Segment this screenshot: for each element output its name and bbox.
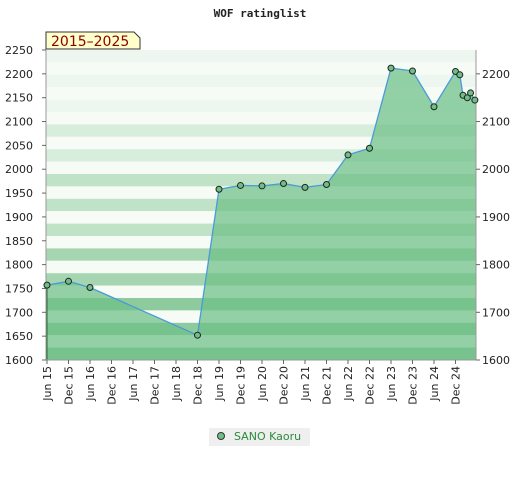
data-point <box>456 71 464 79</box>
background-band <box>46 99 476 112</box>
left-tick-label: 2050 <box>5 139 33 152</box>
background-band <box>46 112 476 125</box>
data-point <box>409 67 416 75</box>
right-tick-label: 1700 <box>482 306 510 319</box>
x-tick-label: Jun 16 <box>84 366 97 402</box>
right-tick-label: 1600 <box>482 354 510 367</box>
data-point <box>366 144 373 152</box>
x-tick-label: Dec 15 <box>63 366 76 405</box>
x-tick-label: Jun 24 <box>428 366 441 402</box>
x-tick-label: Dec 17 <box>149 366 162 405</box>
right-tick-label: 2000 <box>482 163 510 176</box>
data-point <box>280 180 287 188</box>
x-tick-label: Jun 19 <box>213 366 226 402</box>
left-tick-label: 1950 <box>5 187 33 200</box>
left-tick-label: 1650 <box>5 330 33 343</box>
left-tick-label: 1900 <box>5 211 33 224</box>
x-tick-label: Jun 18 <box>170 366 183 402</box>
x-tick-label: Jun 22 <box>342 366 355 402</box>
right-tick-label: 1900 <box>482 211 510 224</box>
left-tick-label: 1600 <box>5 354 33 367</box>
legend-marker <box>217 432 225 440</box>
x-tick-label: Dec 22 <box>364 366 377 405</box>
x-tick-label: Jun 21 <box>299 366 312 402</box>
x-tick-label: Jun 15 <box>41 366 54 402</box>
left-tick-label: 2000 <box>5 163 33 176</box>
data-point <box>258 182 266 190</box>
legend-label: SANO Kaoru <box>234 430 301 443</box>
x-tick-label: Dec 21 <box>321 366 334 405</box>
background-band <box>46 62 476 75</box>
right-tick-label: 1800 <box>482 259 510 272</box>
left-tick-label: 2150 <box>5 92 33 105</box>
date-range-badge: 2015–2025 <box>45 31 141 50</box>
data-point <box>86 284 94 292</box>
x-tick-label: Dec 24 <box>450 366 463 405</box>
x-tick-label: Dec 18 <box>192 366 205 405</box>
left-tick-label: 1850 <box>5 235 33 248</box>
data-point <box>430 103 438 111</box>
left-axis: 1600 1650 1700 1750 1800 1850 1900 1950 2000 2050… <box>5 44 46 367</box>
right-tick-label: 2200 <box>482 68 510 81</box>
x-tick-label: Dec 19 <box>235 366 248 405</box>
legend: SANO Kaoru <box>209 428 310 446</box>
right-tick-label: 2100 <box>482 116 510 129</box>
x-axis: Jun 15 Dec 15 Jun 16 Dec 16 Jun 17 Dec 17 Jun … <box>41 360 463 405</box>
chart-title: WOF ratinglist <box>214 7 307 20</box>
x-tick-label: Jun 17 <box>127 366 140 402</box>
background-band <box>46 124 476 137</box>
data-point <box>237 181 244 189</box>
data-point <box>387 64 395 72</box>
data-point <box>323 180 330 188</box>
left-tick-label: 2100 <box>5 116 33 129</box>
left-tick-label: 1700 <box>5 306 33 319</box>
data-point <box>467 89 475 97</box>
series-area <box>47 68 476 360</box>
x-tick-label: Dec 20 <box>278 366 291 405</box>
data-point <box>215 185 223 193</box>
x-tick-label: Jun 20 <box>256 366 269 402</box>
left-tick-label: 1800 <box>5 259 33 272</box>
data-point <box>344 151 352 159</box>
x-tick-label: Dec 16 <box>106 366 119 405</box>
x-tick-label: Dec 23 <box>407 366 420 405</box>
x-tick-label: Jun 23 <box>385 366 398 402</box>
left-tick-label: 2250 <box>5 44 33 57</box>
data-points <box>43 64 479 339</box>
data-point <box>463 94 471 102</box>
data-point <box>65 277 72 285</box>
left-tick-label: 2200 <box>5 68 33 81</box>
data-point <box>301 183 309 191</box>
data-point <box>471 96 479 104</box>
background-band <box>46 50 476 63</box>
data-point <box>43 281 51 289</box>
background-band <box>46 74 476 88</box>
right-axis: 1600 1700 1800 1900 2000 2100 2200 <box>476 68 510 367</box>
date-range-label: 2015–2025 <box>51 34 129 50</box>
background-band <box>46 87 476 100</box>
data-point <box>194 331 201 339</box>
left-tick-label: 1750 <box>5 282 33 295</box>
